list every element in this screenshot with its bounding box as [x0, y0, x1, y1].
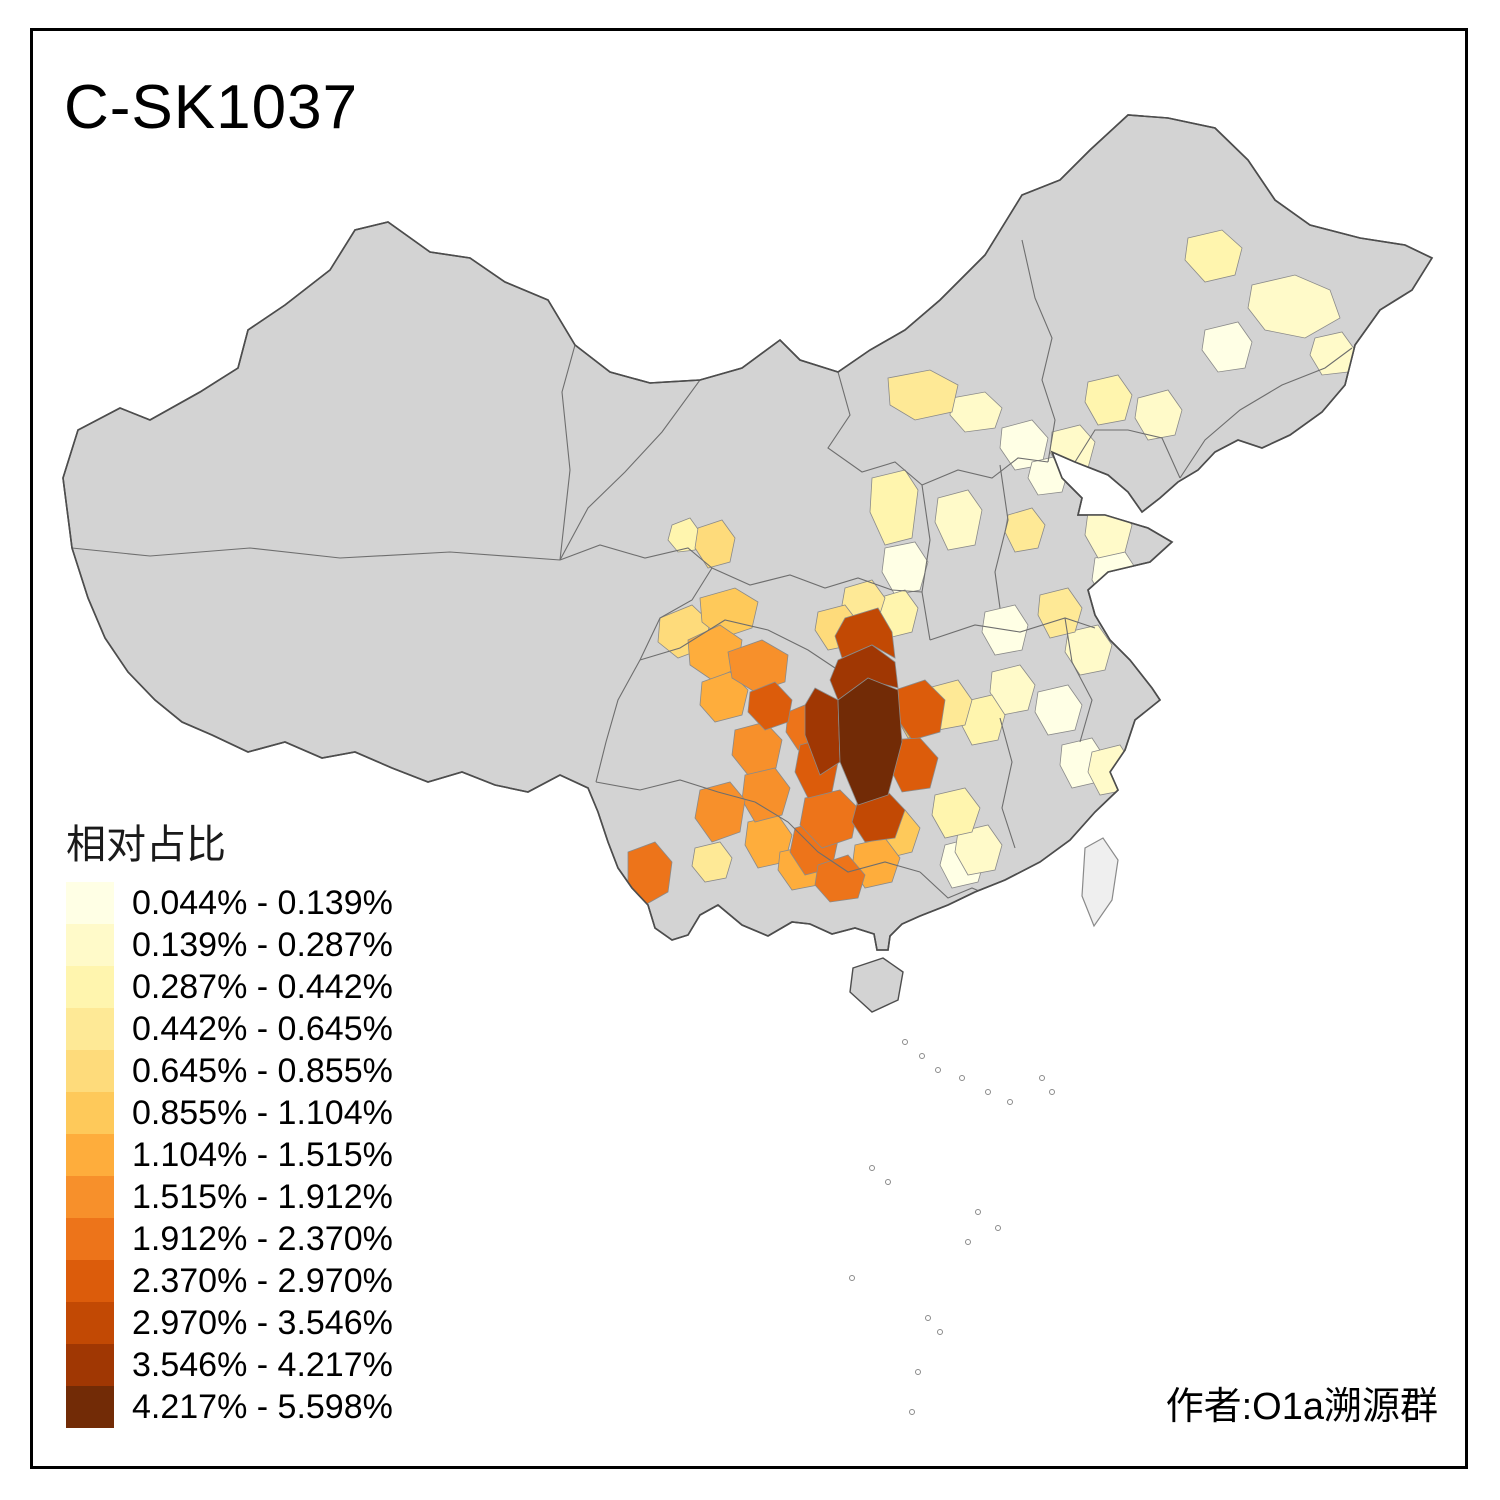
plot-title: C-SK1037 [64, 73, 359, 142]
islet [902, 1039, 908, 1045]
map-region [699, 671, 749, 723]
map-region [1034, 684, 1083, 736]
legend-swatch [66, 1386, 114, 1428]
islet [925, 1315, 931, 1321]
map-region [954, 824, 1003, 876]
legend-label: 4.217% - 5.598% [132, 1387, 393, 1426]
map-region [747, 681, 793, 731]
map-region [949, 391, 1003, 433]
legend-label: 3.546% - 4.217% [132, 1345, 393, 1384]
map-region [799, 789, 859, 849]
legend-label: 0.442% - 0.645% [132, 1009, 393, 1048]
legend-entry: 1.912% - 2.370% [66, 1218, 393, 1260]
legend-swatch [66, 1218, 114, 1260]
legend-entries: 0.044% - 0.139% 0.139% - 0.287% 0.287% - 0… [66, 882, 393, 1428]
legend-label: 1.912% - 2.370% [132, 1219, 393, 1258]
legend-entry: 4.217% - 5.598% [66, 1386, 393, 1428]
map-region [694, 519, 736, 569]
map-region [1084, 374, 1133, 426]
islet [975, 1209, 981, 1215]
map-region [1247, 274, 1341, 339]
hainan-island [849, 957, 904, 1013]
islet [995, 1225, 1001, 1231]
map-region [837, 677, 903, 806]
legend: 相对占比 0.044% - 0.139% 0.139% - 0.287% 0.287… [66, 812, 393, 1428]
attribution: 作者:O1a溯源群 [1165, 1386, 1438, 1428]
islet [869, 1165, 875, 1171]
legend-swatch [66, 1050, 114, 1092]
map-region [1201, 321, 1253, 373]
map-region [699, 587, 759, 639]
islet [1039, 1075, 1045, 1081]
legend-label: 0.287% - 0.442% [132, 967, 393, 1006]
islet [909, 1409, 915, 1415]
legend-swatch [66, 1008, 114, 1050]
legend-swatch [66, 882, 114, 924]
map-region [694, 781, 746, 843]
islet [885, 1179, 891, 1185]
map-region [1134, 389, 1183, 441]
legend-swatch [66, 1344, 114, 1386]
map-region [814, 854, 866, 903]
map-region [881, 541, 929, 596]
map-region [1064, 624, 1113, 676]
legend-swatch [66, 966, 114, 1008]
legend-label: 1.104% - 1.515% [132, 1135, 393, 1174]
map-region [931, 787, 981, 839]
legend-entry: 0.855% - 1.104% [66, 1092, 393, 1134]
islet [915, 1369, 921, 1375]
map-region [934, 489, 983, 551]
legend-title: 相对占比 [66, 823, 226, 867]
map-region [834, 607, 896, 659]
legend-entry: 1.515% - 1.912% [66, 1176, 393, 1218]
legend-label: 0.139% - 0.287% [132, 925, 393, 964]
legend-entry: 0.139% - 0.287% [66, 924, 393, 966]
islet [1007, 1099, 1013, 1105]
map-region [1037, 587, 1083, 639]
province-borders [71, 239, 1353, 903]
islet [985, 1089, 991, 1095]
legend-swatch [66, 1260, 114, 1302]
south-china-sea-islets [849, 1039, 1055, 1415]
legend-entry: 0.287% - 0.442% [66, 966, 393, 1008]
legend-entry: 3.546% - 4.217% [66, 1344, 393, 1386]
islet [965, 1239, 971, 1245]
map-region [691, 841, 733, 883]
islet [919, 1053, 925, 1059]
legend-label: 0.645% - 0.855% [132, 1051, 393, 1090]
legend-entry: 0.044% - 0.139% [66, 882, 393, 924]
legend-label: 2.970% - 3.546% [132, 1303, 393, 1342]
map-region [727, 639, 789, 693]
legend-swatch [66, 1134, 114, 1176]
legend-entry: 1.104% - 1.515% [66, 1134, 393, 1176]
islet [1049, 1089, 1055, 1095]
legend-swatch [66, 1176, 114, 1218]
legend-entry: 2.370% - 2.970% [66, 1260, 393, 1302]
map-region [667, 517, 701, 553]
map-region [989, 664, 1036, 716]
map-region [887, 369, 959, 421]
legend-label: 0.855% - 1.104% [132, 1093, 393, 1132]
map-region [1184, 229, 1243, 283]
legend-swatch [66, 1302, 114, 1344]
legend-label: 1.515% - 1.912% [132, 1177, 393, 1216]
legend-label: 0.044% - 0.139% [132, 883, 393, 922]
legend-entry: 0.442% - 0.645% [66, 1008, 393, 1050]
legend-entry: 0.645% - 0.855% [66, 1050, 393, 1092]
legend-entry: 2.970% - 3.546% [66, 1302, 393, 1344]
taiwan-island [1081, 837, 1119, 928]
islet [935, 1067, 941, 1073]
islet [849, 1275, 855, 1281]
legend-swatch [66, 1092, 114, 1134]
islet [937, 1329, 943, 1335]
legend-swatch [66, 924, 114, 966]
legend-label: 2.370% - 2.970% [132, 1261, 393, 1300]
islet [959, 1075, 965, 1081]
